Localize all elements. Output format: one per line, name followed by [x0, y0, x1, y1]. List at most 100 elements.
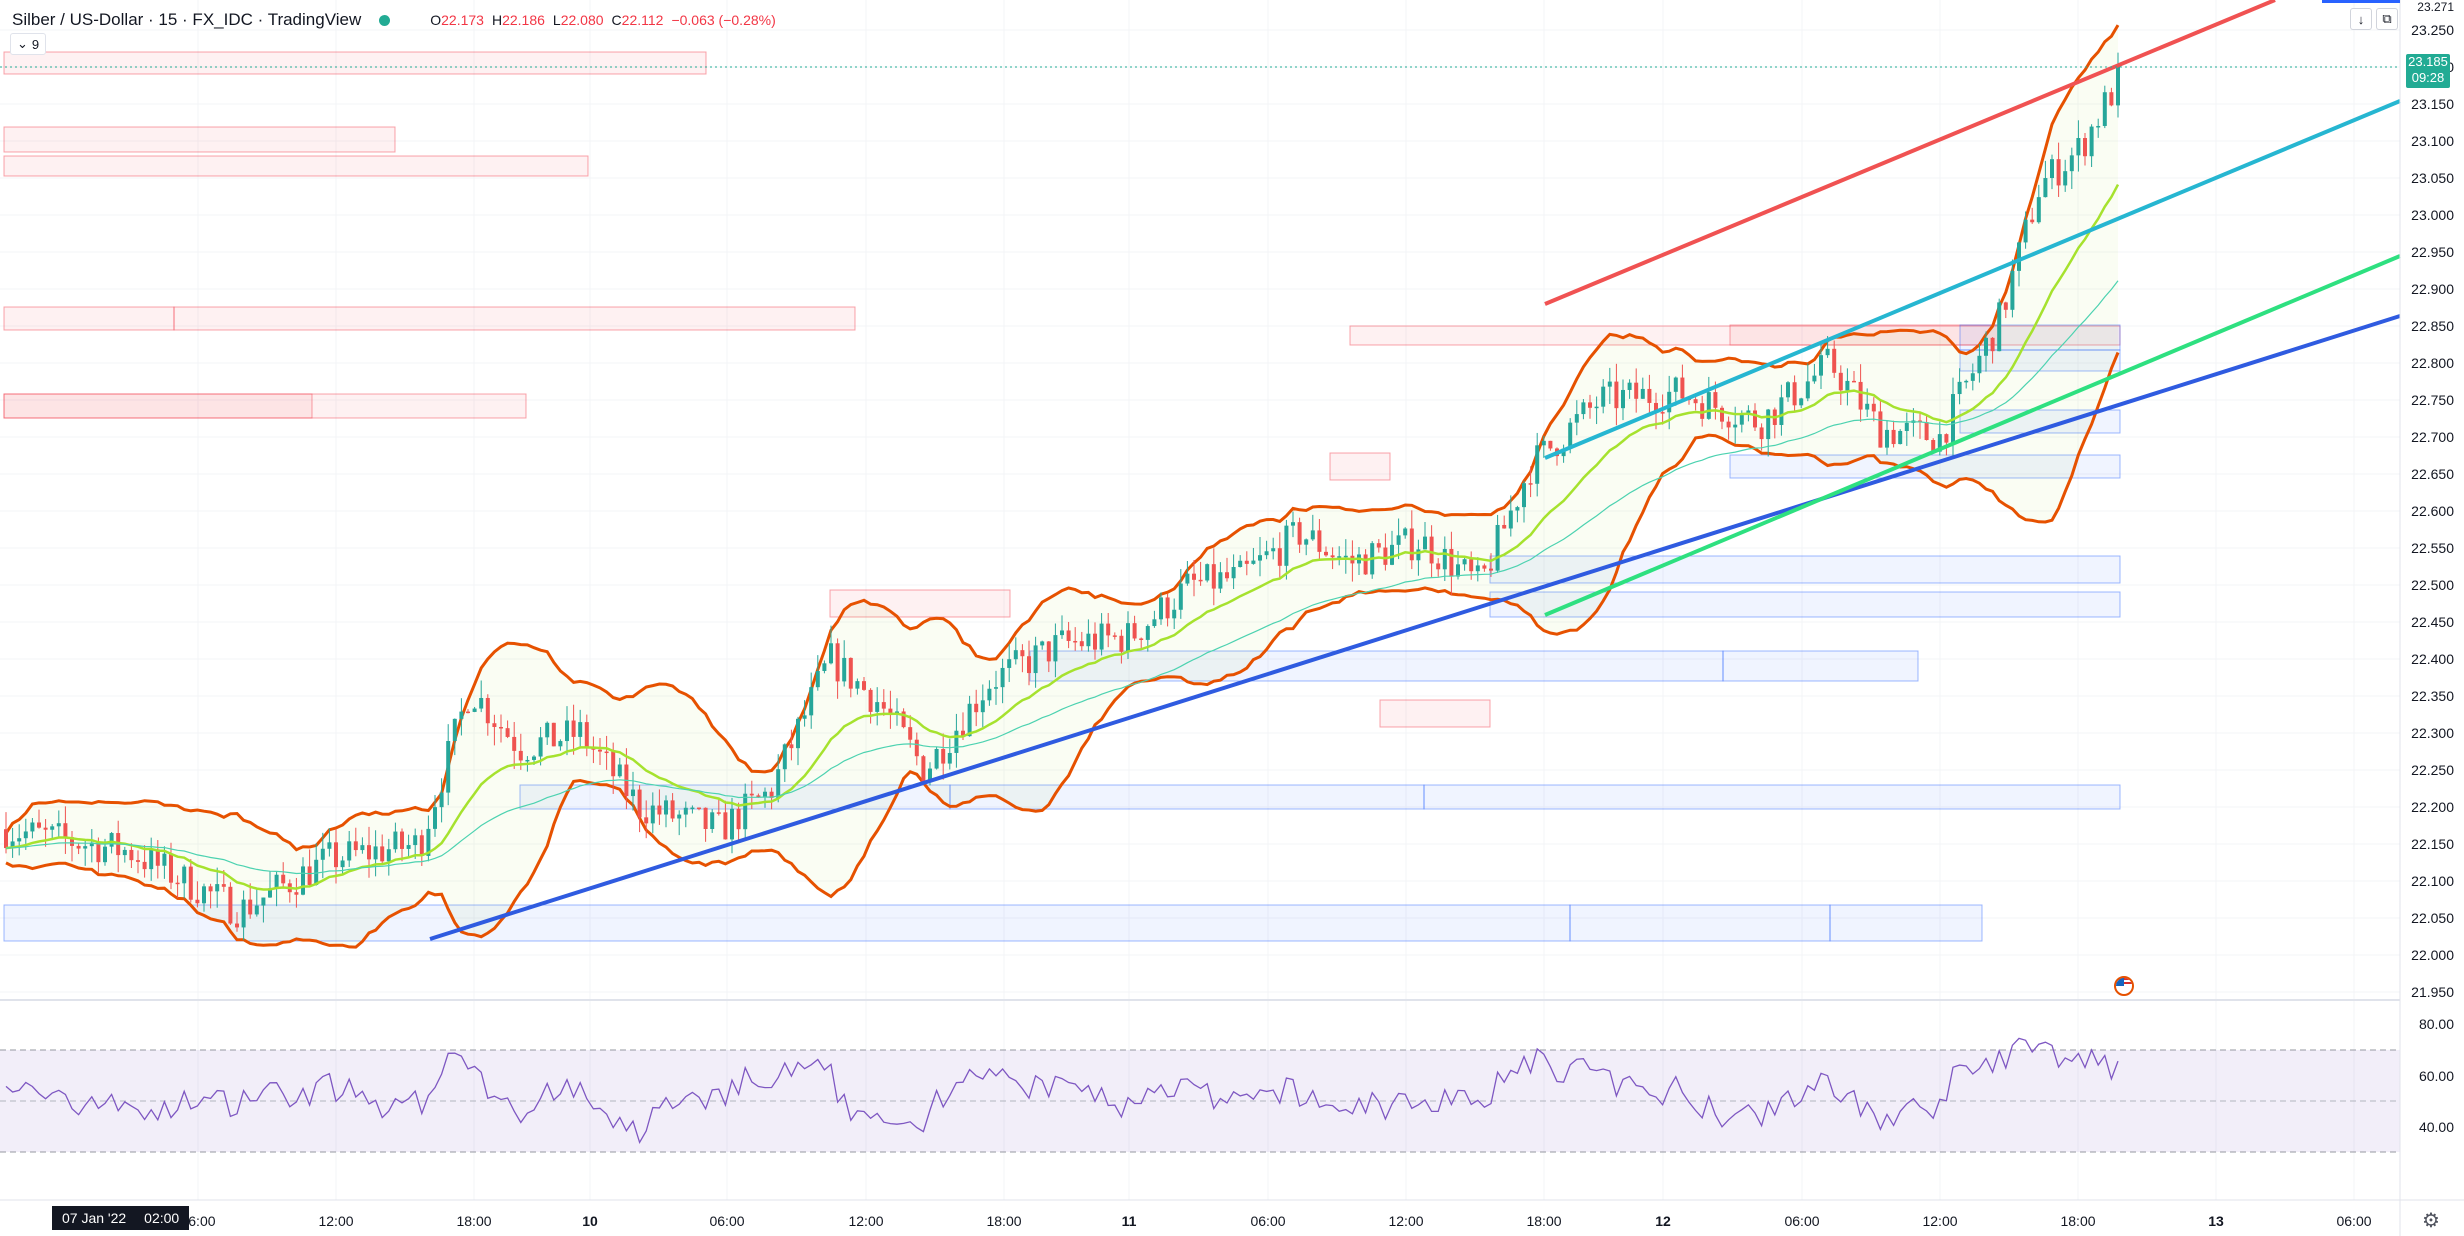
price-label: 22.150	[2411, 836, 2454, 852]
candle-body	[1211, 564, 1216, 589]
crosshair-date: 07 Jan '22	[62, 1210, 127, 1226]
candle-body	[789, 744, 794, 749]
time-label: 10	[582, 1213, 598, 1229]
gear-icon[interactable]: ⚙	[2422, 1210, 2440, 1232]
candle-body	[2096, 125, 2101, 128]
candle-body	[1548, 440, 1553, 449]
candle-body	[532, 756, 536, 760]
price-label: 22.800	[2411, 355, 2454, 371]
candle-body	[1152, 619, 1157, 627]
candle-body	[776, 769, 781, 798]
candle-body	[1139, 638, 1144, 640]
candle-body	[921, 756, 926, 782]
candle-body	[1739, 413, 1744, 425]
candle-body	[1825, 348, 1830, 356]
candle-body	[505, 728, 510, 737]
candle-body	[1733, 424, 1738, 428]
candle-body	[1522, 483, 1526, 508]
candle-body	[1937, 434, 1942, 452]
candle-body	[76, 845, 81, 849]
indicator-toggle[interactable]: ⌄ 9	[10, 33, 47, 55]
trendline-channel-mid	[1544, 99, 2401, 460]
us-flag-icon[interactable]	[2114, 976, 2134, 996]
candle-body	[1442, 548, 1447, 570]
price-label: 23.050	[2411, 170, 2454, 186]
candle-body	[1964, 380, 1969, 383]
candle-body	[598, 749, 602, 752]
candle-body	[716, 812, 721, 814]
candle-body	[122, 849, 127, 856]
price-label: 22.400	[2411, 651, 2454, 667]
candle-body	[1805, 381, 1810, 399]
candle-body	[380, 846, 385, 862]
candle-body	[83, 846, 88, 849]
price-label: 22.750	[2411, 392, 2454, 408]
candle-body	[320, 848, 325, 860]
candle-body	[109, 833, 114, 847]
candle-body	[1258, 555, 1262, 561]
candle-body	[862, 681, 866, 690]
candle-body	[1819, 355, 1823, 376]
candle-body	[2069, 155, 2074, 172]
last-price-badge: 23.185 09:28	[2406, 54, 2450, 88]
candle-body	[492, 723, 497, 727]
candle-body	[1244, 560, 1249, 564]
time-label: 11	[1121, 1213, 1137, 1229]
candle-body	[221, 884, 226, 887]
candle-body	[1924, 422, 1929, 441]
candle-body	[1865, 403, 1870, 410]
candle-body	[248, 899, 253, 915]
candle-body	[1330, 555, 1335, 558]
arrow-down-icon: ↓	[2357, 11, 2365, 27]
candle-body	[1429, 536, 1434, 564]
price-label: 23.000	[2411, 207, 2454, 223]
trendline-green	[1544, 254, 2401, 617]
collapse-icon: ⧉	[2382, 11, 2392, 26]
demand-zone	[1722, 650, 1919, 682]
candle-body	[1528, 483, 1533, 485]
candle-body	[188, 866, 193, 900]
collapse-button[interactable]: ⧉	[2376, 8, 2398, 30]
candle-body	[459, 711, 464, 719]
demand-zone	[1029, 650, 1724, 682]
candle-body	[994, 687, 998, 689]
candle-body	[63, 823, 68, 838]
candle-body	[1601, 386, 1606, 407]
time-label: 12:00	[318, 1213, 354, 1229]
candle-body	[558, 741, 563, 747]
open-value: 22.173	[441, 12, 484, 28]
candle-body	[1205, 564, 1210, 581]
candle-body	[637, 789, 642, 818]
rsi-label: 40.00	[2418, 1119, 2454, 1135]
candle-body	[241, 899, 246, 928]
candle-body	[974, 703, 979, 713]
price-label: 22.450	[2411, 614, 2454, 630]
candle-body	[697, 807, 701, 810]
candle-body	[1667, 391, 1672, 413]
candle-body	[50, 826, 55, 830]
price-label: 21.950	[2411, 984, 2454, 1000]
candle-body	[1858, 381, 1863, 410]
price-label: 23.250	[2411, 22, 2454, 38]
candle-body	[195, 899, 200, 904]
candle-body	[466, 711, 470, 714]
candle-body	[1066, 630, 1071, 641]
candle-body	[1178, 583, 1183, 610]
candle-body	[1093, 633, 1097, 650]
candle-body	[1838, 372, 1843, 391]
supply-zone	[3, 51, 707, 75]
candle-body	[1225, 572, 1229, 579]
candle-body	[1238, 560, 1243, 568]
candle-body	[1304, 539, 1309, 545]
candle-body	[1469, 559, 1474, 572]
candle-body	[1251, 560, 1256, 564]
supply-zone	[3, 126, 396, 153]
scroll-to-realtime-button[interactable]: ↓	[2350, 8, 2372, 30]
symbol-title[interactable]: Silber / US-Dollar · 15 · FX_IDC · Tradi…	[12, 10, 362, 29]
candle-body	[340, 860, 345, 868]
time-label: 06:00	[180, 1213, 216, 1229]
candle-body	[103, 846, 107, 863]
candle-body	[1766, 409, 1771, 440]
